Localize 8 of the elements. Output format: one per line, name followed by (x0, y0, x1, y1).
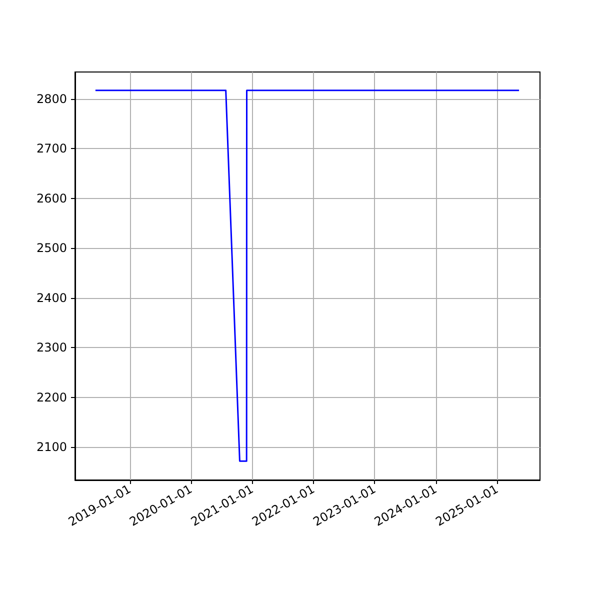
y-tick-label: 2800 (36, 92, 67, 106)
y-tick-label: 2400 (36, 290, 67, 305)
y-tick-label: 2300 (36, 340, 67, 355)
y-tick-label: 2200 (36, 390, 67, 404)
y-tick-label: 2500 (36, 241, 67, 256)
y-tick-label: 2100 (36, 440, 67, 454)
y-tick-label: 2700 (36, 142, 67, 156)
y-tick-label: 2600 (36, 191, 67, 206)
